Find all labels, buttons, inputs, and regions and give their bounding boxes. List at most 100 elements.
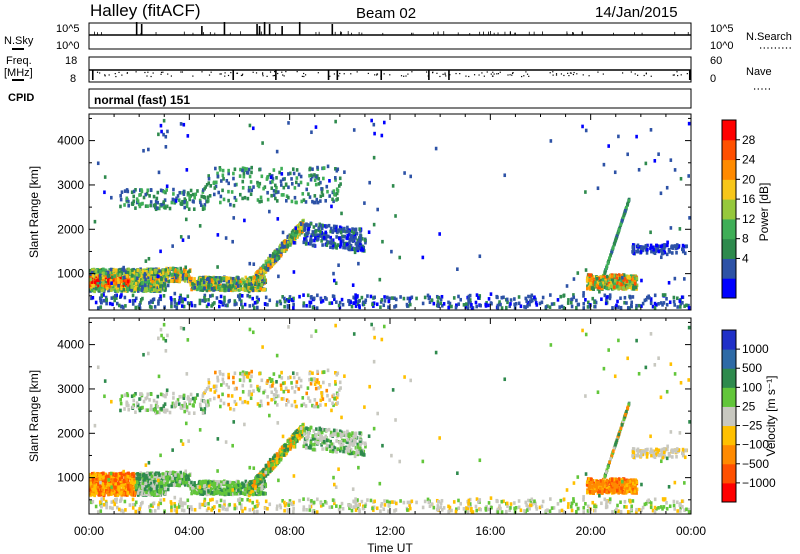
power-cell xyxy=(440,294,444,299)
power-cell xyxy=(190,303,194,308)
power-cell xyxy=(383,299,387,303)
power-cell xyxy=(228,298,231,303)
power-cell xyxy=(268,298,272,303)
power-cell xyxy=(256,274,260,279)
velocity-cell xyxy=(118,481,122,486)
power-cell xyxy=(623,279,627,283)
power-cell xyxy=(622,281,626,286)
power-cell xyxy=(154,271,157,276)
power-cell xyxy=(108,301,112,306)
power-cell xyxy=(219,294,223,299)
power-cell xyxy=(242,174,246,179)
power-cell xyxy=(644,297,648,302)
velocity-cell xyxy=(116,472,120,477)
power-cell xyxy=(184,265,188,270)
power-cell xyxy=(410,295,414,300)
velocity-cell xyxy=(117,474,121,479)
power-cell xyxy=(633,282,637,286)
power-cell xyxy=(207,283,210,287)
power-cell xyxy=(277,274,280,279)
power-cell xyxy=(306,293,310,298)
power-cell xyxy=(177,301,181,305)
power-cell xyxy=(687,174,690,178)
power-cell xyxy=(122,287,126,292)
power-cell xyxy=(162,200,166,204)
nave-point xyxy=(486,71,488,73)
power-cell xyxy=(134,206,137,210)
power-cell xyxy=(369,294,373,299)
power-cell xyxy=(683,277,686,281)
power-cell xyxy=(408,299,411,304)
power-cell xyxy=(280,248,284,253)
power-cell xyxy=(210,286,214,291)
power-cell xyxy=(329,245,332,249)
power-cell xyxy=(403,171,406,175)
power-cell xyxy=(319,199,322,203)
power-cell xyxy=(217,190,220,195)
power-cell xyxy=(406,304,409,308)
nave-point xyxy=(686,73,688,75)
power-cell xyxy=(319,180,322,185)
power-cell xyxy=(610,274,614,279)
power-cell xyxy=(287,121,290,125)
power-cell xyxy=(162,278,166,282)
velocity-cell xyxy=(123,482,127,486)
power-cell xyxy=(248,294,252,299)
power-cell xyxy=(249,180,253,184)
power-cell xyxy=(604,277,608,281)
nave-point xyxy=(144,71,146,74)
power-cell xyxy=(185,273,188,277)
power-cell xyxy=(248,123,252,128)
power-cell xyxy=(291,298,295,303)
power-cell xyxy=(347,229,350,234)
power-cell xyxy=(313,194,317,198)
velocity-cell xyxy=(151,472,154,477)
power-cell xyxy=(214,280,217,285)
power-cell xyxy=(151,300,154,305)
power-cell xyxy=(291,232,295,236)
power-cell xyxy=(549,139,553,143)
power-cell xyxy=(125,280,129,285)
power-cell xyxy=(361,248,365,252)
power-cell xyxy=(665,297,668,301)
nave-point xyxy=(376,73,379,75)
power-cell xyxy=(312,296,316,301)
power-cell xyxy=(324,198,328,203)
power-cell xyxy=(373,295,376,300)
power-cell xyxy=(622,278,625,282)
power-cell xyxy=(646,247,649,252)
power-cell xyxy=(244,275,248,280)
power-cell xyxy=(255,295,259,300)
power-cell xyxy=(227,276,231,281)
power-cell xyxy=(156,206,159,210)
power-cell xyxy=(292,270,296,274)
nave-point xyxy=(126,72,129,74)
power-cell xyxy=(621,275,624,280)
power-cell xyxy=(248,174,252,179)
power-cell xyxy=(394,214,397,218)
power-cell xyxy=(612,285,616,289)
nave-point xyxy=(339,72,341,75)
power-cell xyxy=(584,190,587,194)
power-cell xyxy=(98,273,102,277)
power-cell xyxy=(120,271,124,276)
power-cell xyxy=(139,202,143,206)
velocity-cell xyxy=(137,481,141,486)
velocity-cell xyxy=(96,486,100,490)
power-cell xyxy=(213,286,216,291)
power-cell xyxy=(179,266,183,271)
power-cell xyxy=(651,245,654,250)
power-cell xyxy=(447,305,450,310)
power-cell xyxy=(669,226,673,230)
power-cell xyxy=(393,296,396,301)
power-cell xyxy=(181,297,185,301)
power-cell xyxy=(92,286,96,291)
power-cell xyxy=(352,237,356,241)
colorbar-swatch xyxy=(722,179,736,200)
power-cell xyxy=(283,177,286,181)
power-cell xyxy=(199,203,203,207)
power-cell xyxy=(100,268,104,272)
power-cell xyxy=(198,298,202,303)
power-cell xyxy=(366,294,369,298)
power-cell xyxy=(628,306,631,310)
